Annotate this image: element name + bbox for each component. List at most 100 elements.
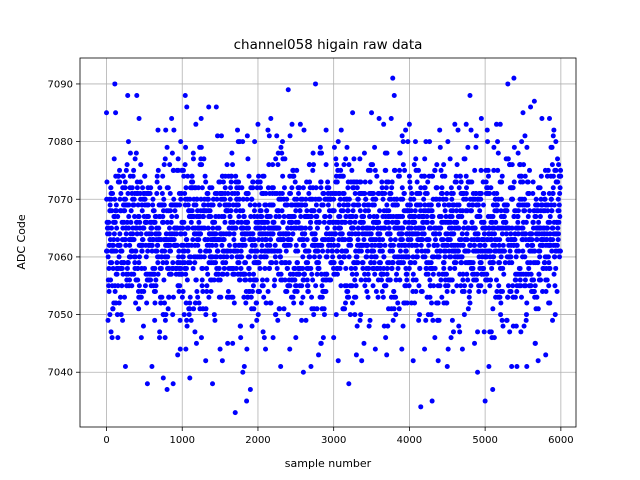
data-point — [383, 185, 389, 191]
data-point — [149, 242, 155, 248]
data-point — [507, 329, 513, 335]
data-point — [287, 242, 293, 248]
data-point — [300, 254, 306, 260]
data-point — [263, 202, 269, 208]
data-point — [294, 196, 300, 202]
data-point — [400, 139, 406, 145]
data-point — [391, 92, 397, 98]
data-point — [318, 340, 324, 346]
data-point — [239, 185, 245, 191]
data-point — [123, 167, 129, 173]
data-point — [122, 237, 128, 243]
data-point — [313, 185, 319, 191]
data-point — [235, 127, 241, 133]
data-point — [294, 167, 300, 173]
data-point — [270, 231, 276, 237]
data-point — [244, 196, 250, 202]
data-point — [189, 242, 195, 248]
data-point — [401, 190, 407, 196]
data-point — [430, 271, 436, 277]
data-point — [505, 283, 511, 289]
data-point — [494, 202, 500, 208]
data-point — [220, 271, 226, 277]
data-point — [491, 254, 497, 260]
data-point — [278, 254, 284, 260]
data-point — [304, 277, 310, 283]
data-point — [156, 231, 162, 237]
data-point — [347, 312, 353, 318]
data-point — [261, 294, 267, 300]
data-point — [301, 271, 307, 277]
data-point — [437, 127, 443, 133]
data-point — [498, 208, 504, 214]
data-point — [417, 312, 423, 318]
data-point — [367, 317, 373, 323]
data-point — [453, 179, 459, 185]
data-point — [105, 317, 111, 323]
data-point — [249, 323, 255, 329]
data-point — [249, 196, 255, 202]
data-point — [439, 190, 445, 196]
data-point — [200, 289, 206, 295]
data-point — [396, 306, 402, 312]
data-point — [241, 363, 247, 369]
data-point — [386, 225, 392, 231]
data-point — [222, 219, 228, 225]
data-point — [374, 214, 380, 220]
data-point — [343, 265, 349, 271]
data-point — [264, 219, 270, 225]
data-point — [291, 300, 297, 306]
data-point — [463, 121, 469, 127]
data-point — [125, 139, 131, 145]
data-point — [236, 214, 242, 220]
data-point — [334, 162, 340, 168]
data-point — [233, 208, 239, 214]
data-point — [491, 144, 497, 150]
data-point — [117, 231, 123, 237]
data-point — [164, 387, 170, 393]
data-point — [120, 173, 126, 179]
data-point — [191, 306, 197, 312]
data-point — [177, 317, 183, 323]
data-point — [250, 179, 256, 185]
data-point — [303, 202, 309, 208]
data-point — [261, 335, 267, 341]
data-point — [545, 254, 551, 260]
data-point — [296, 185, 302, 191]
data-point — [230, 294, 236, 300]
data-point — [174, 214, 180, 220]
data-point — [535, 202, 541, 208]
data-point — [503, 219, 509, 225]
data-point — [131, 167, 137, 173]
data-point — [143, 254, 149, 260]
data-point — [238, 265, 244, 271]
data-point — [437, 248, 443, 254]
data-point — [309, 271, 315, 277]
data-point — [114, 225, 120, 231]
data-point — [311, 254, 317, 260]
data-point — [285, 312, 291, 318]
data-point — [495, 167, 501, 173]
data-point — [210, 196, 216, 202]
data-point — [491, 225, 497, 231]
data-point — [464, 231, 470, 237]
data-point — [507, 248, 513, 254]
data-point — [227, 196, 233, 202]
data-point — [165, 306, 171, 312]
data-point — [154, 190, 160, 196]
data-point — [149, 225, 155, 231]
data-point — [518, 294, 524, 300]
data-point — [160, 375, 166, 381]
data-point — [142, 265, 148, 271]
data-point — [219, 242, 225, 248]
data-point — [189, 208, 195, 214]
data-point — [370, 162, 376, 168]
data-point — [513, 254, 519, 260]
data-point — [463, 173, 469, 179]
data-point — [447, 265, 453, 271]
y-tick-label: 7090 — [48, 79, 73, 90]
data-point — [510, 283, 516, 289]
data-point — [135, 277, 141, 283]
data-point — [499, 231, 505, 237]
data-point — [163, 312, 169, 318]
